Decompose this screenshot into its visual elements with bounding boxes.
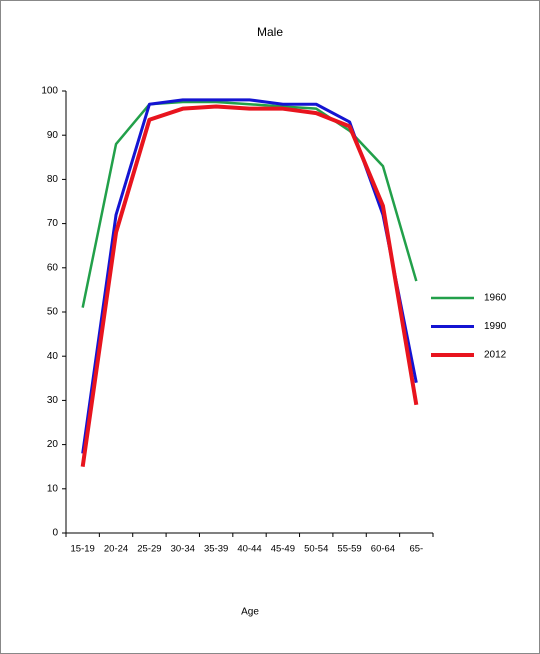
- x-tick-label: 35-39: [204, 544, 228, 555]
- y-tick-label: 80: [47, 174, 59, 185]
- data-line: [81, 100, 418, 308]
- x-tick-label: 15-19: [71, 544, 95, 555]
- y-tick-label: 0: [52, 528, 58, 539]
- x-tick-label: 65-: [409, 544, 423, 555]
- x-tick-label: 20-24: [104, 544, 128, 555]
- y-tick-label: 50: [47, 307, 59, 318]
- y-tick-label: 10: [47, 483, 59, 494]
- y-tick-label: 70: [47, 218, 59, 229]
- y-tick-label: 90: [47, 130, 59, 141]
- y-tick-label: 100: [41, 86, 58, 97]
- x-tick-label: 55-59: [337, 544, 361, 555]
- data-line: [80, 104, 419, 467]
- x-tick-label: 40-44: [237, 544, 261, 555]
- legend-label: 1960: [484, 293, 507, 304]
- x-tick-label: 50-54: [304, 544, 328, 555]
- chart-title: Male: [257, 25, 283, 39]
- x-tick-label: 60-64: [371, 544, 395, 555]
- y-tick-label: 40: [47, 351, 59, 362]
- x-tick-label: 25-29: [137, 544, 161, 555]
- x-tick-label: 45-49: [271, 544, 295, 555]
- legend-label: 1990: [484, 321, 507, 332]
- x-tick-label: 30-34: [171, 544, 195, 555]
- x-axis-label: Age: [241, 607, 259, 618]
- y-tick-label: 60: [47, 262, 59, 273]
- y-tick-label: 30: [47, 395, 59, 406]
- legend-label: 2012: [484, 350, 507, 361]
- y-tick-label: 20: [47, 439, 59, 450]
